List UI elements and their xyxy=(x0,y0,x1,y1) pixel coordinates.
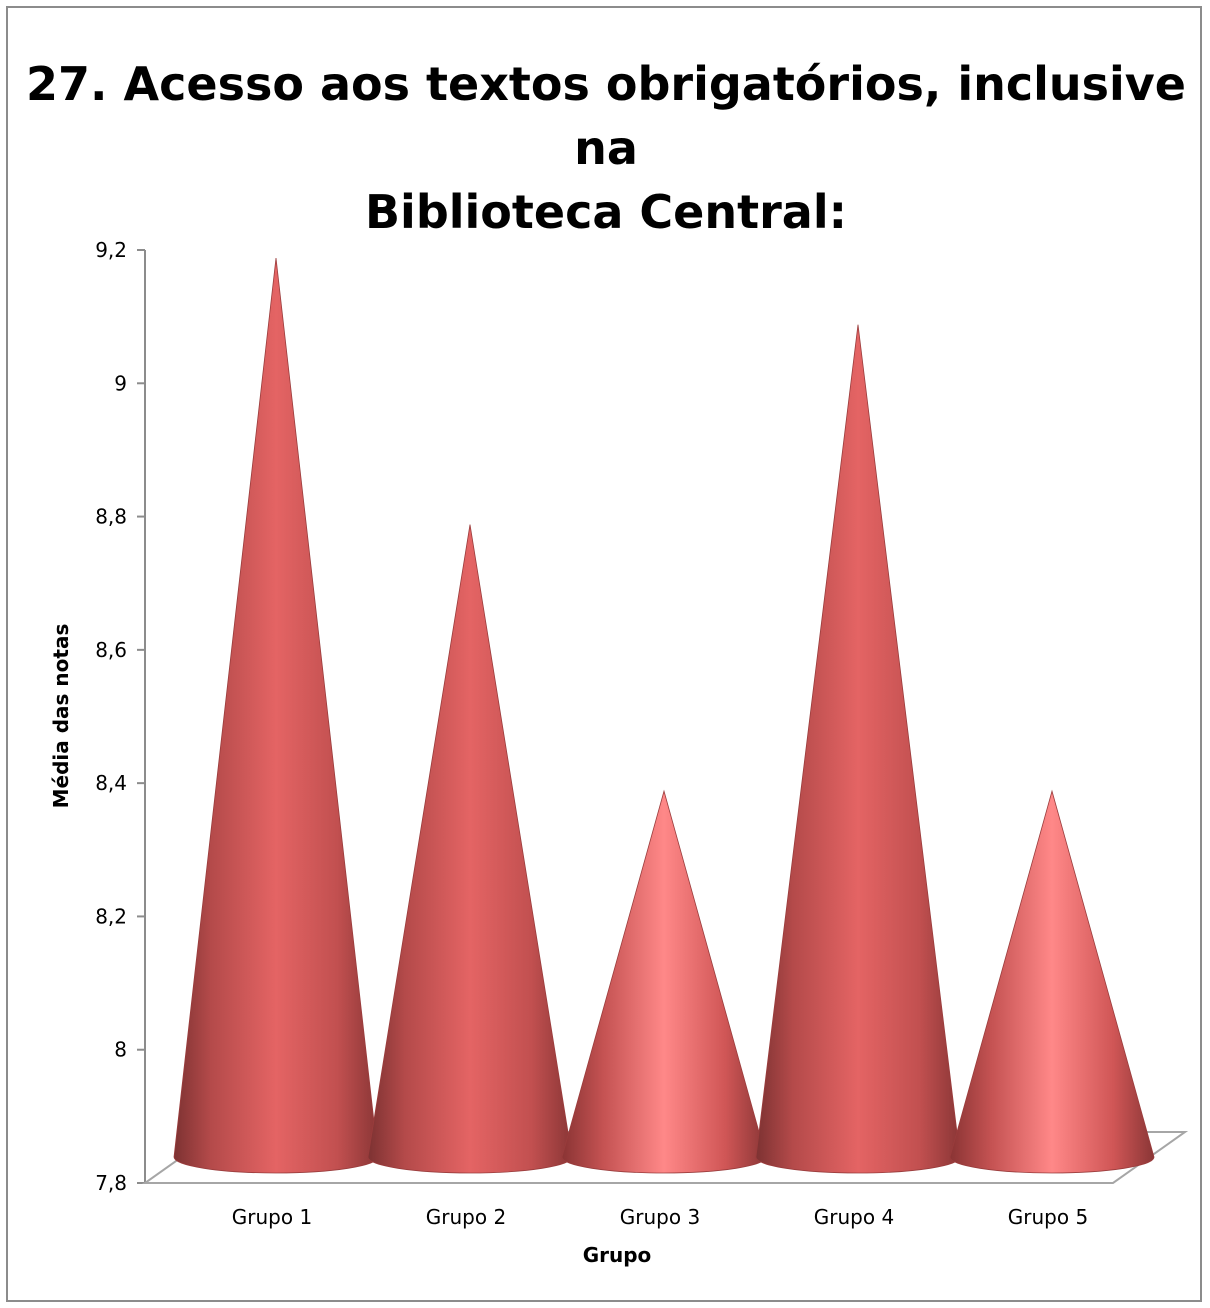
y-tick-label: 8,2 xyxy=(95,904,127,928)
chart-title: 27. Acesso aos textos obrigatórios, incl… xyxy=(8,52,1204,244)
cone-bar xyxy=(173,257,379,1174)
y-tick-label: 9 xyxy=(114,371,127,395)
y-axis-tick-labels: 7,8 8 8,2 8,4 8,6 8,8 9 9,2 xyxy=(95,238,127,1195)
cone-body xyxy=(561,789,767,1174)
y-tick-label: 8 xyxy=(114,1038,127,1062)
x-tick-label: Grupo 1 xyxy=(232,1205,312,1229)
y-tick-label: 8,6 xyxy=(95,638,127,662)
y-tick-label: 9,2 xyxy=(95,238,127,262)
cone-body xyxy=(755,324,961,1174)
x-axis-title: Grupo xyxy=(583,1243,652,1267)
cone-bar xyxy=(949,789,1155,1174)
y-axis-ticks xyxy=(137,249,145,1184)
cone-body xyxy=(367,524,573,1174)
x-tick-label: Grupo 2 xyxy=(426,1205,506,1229)
x-tick-label: Grupo 4 xyxy=(814,1205,894,1229)
y-tick-label: 7,8 xyxy=(95,1171,127,1195)
cone-bar xyxy=(755,324,961,1174)
chart-title-line-1: 27. Acesso aos textos obrigatórios, incl… xyxy=(26,57,1186,175)
x-axis-tick-labels: Grupo 1 Grupo 2 Grupo 3 Grupo 4 Grupo 5 xyxy=(232,1205,1088,1229)
y-tick-label: 8,8 xyxy=(95,505,127,529)
y-axis-title: Média das notas xyxy=(49,624,73,809)
y-tick-label: 8,4 xyxy=(95,771,127,795)
chart-title-line-2: Biblioteca Central: xyxy=(365,185,847,239)
cone-bar xyxy=(561,789,767,1174)
cone-body xyxy=(949,789,1155,1174)
cone-body xyxy=(173,257,379,1174)
cone-bar xyxy=(367,524,573,1174)
x-tick-label: Grupo 5 xyxy=(1008,1205,1088,1229)
x-tick-label: Grupo 3 xyxy=(620,1205,700,1229)
cones xyxy=(173,257,1155,1174)
